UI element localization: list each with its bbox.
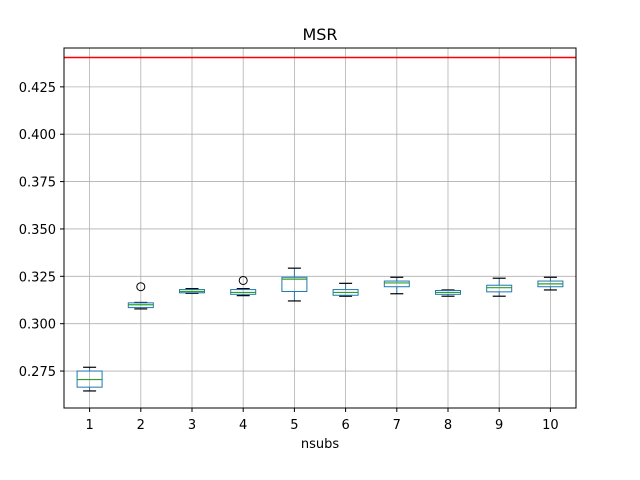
y-tick-label: 0.350 [19,223,56,238]
y-tick-label: 0.375 [19,176,56,191]
x-tick-label: 8 [444,418,452,433]
box-5 [281,267,308,302]
chart-title: MSR [302,25,337,44]
x-tick-label: 2 [137,418,145,433]
box-10 [537,276,564,291]
boxes-group [76,267,564,392]
x-tick-label: 1 [85,418,93,433]
grid-lines [64,48,576,408]
box-2 [127,282,154,310]
x-tick-label: 4 [239,418,247,433]
outlier-point [136,282,146,292]
x-tick-label: 9 [495,418,503,433]
plot-frame [63,47,577,409]
ticks-group: 1 2 3 4 5 6 7 8 9 10 0.275 0.300 0.325 0.350 0.375 0.40… [19,81,559,433]
box-1 [76,366,103,392]
x-axis-label: nsubs [301,437,340,452]
box-4 [230,275,257,297]
x-tick-label: 6 [341,418,349,433]
box-body [281,276,308,292]
box-9 [486,277,513,297]
y-tick-label: 0.325 [19,270,56,285]
y-tick-label: 0.400 [19,128,56,143]
x-tick-label: 7 [393,418,401,433]
x-tick-label: 10 [542,418,559,433]
box-8 [435,289,461,297]
box-3 [179,288,205,294]
box-7 [383,276,410,295]
x-tick-label: 5 [290,418,298,433]
outlier-point [238,275,248,285]
x-tick-label: 3 [188,418,196,433]
y-tick-label: 0.275 [19,365,56,380]
box-body [383,280,410,288]
box-body [486,284,513,293]
y-tick-label: 0.300 [19,318,56,333]
box-6 [332,282,359,297]
y-tick-label: 0.425 [19,81,56,96]
